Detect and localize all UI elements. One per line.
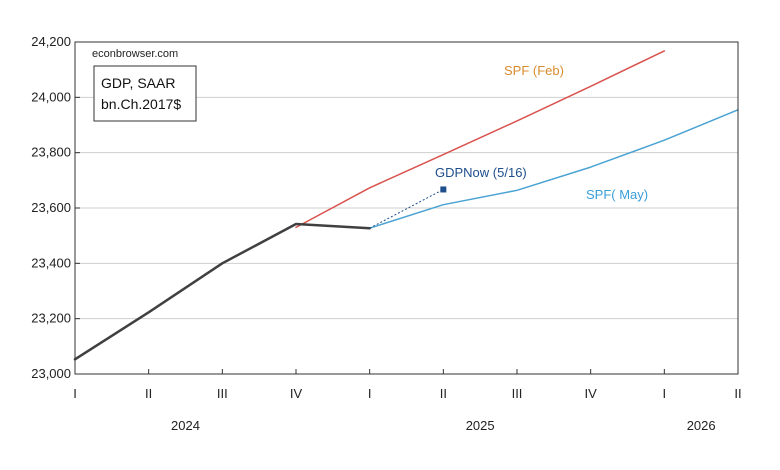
- year-label: 2024: [171, 418, 200, 433]
- watermark: econbrowser.com: [92, 48, 178, 60]
- x-tick-label: IV: [585, 386, 598, 401]
- gdpnow-label: GDPNow (5/16): [435, 165, 527, 180]
- y-tick-label: 23,200: [31, 311, 71, 326]
- y-axis-ticks: 23,000 23,200 23,400 23,600 23,800 24,000 24,2…: [31, 34, 80, 381]
- gdp-actual-line: [73, 222, 371, 361]
- year-label: 2025: [466, 418, 495, 433]
- y-tick-label: 23,400: [31, 255, 71, 270]
- x-axis-year-labels: 2024 2025 2026: [171, 418, 716, 433]
- x-tick-label: III: [512, 386, 523, 401]
- spf-may-line: [368, 109, 739, 229]
- legend-line-1: GDP, SAAR: [101, 75, 175, 91]
- spf-feb-line: [295, 50, 666, 229]
- x-tick-label: II: [145, 386, 152, 401]
- x-tick-label: II: [440, 386, 447, 401]
- gdpnow-connector: [369, 189, 444, 229]
- x-tick-label: I: [73, 386, 77, 401]
- y-tick-label: 24,200: [31, 34, 71, 49]
- y-tick-label: 23,800: [31, 145, 71, 160]
- y-tick-label: 23,000: [31, 366, 71, 381]
- x-axis-ticks: I II III IV I II III IV I II: [73, 369, 742, 401]
- legend-box: GDP, SAAR bn.Ch.2017$: [93, 65, 197, 122]
- x-tick-label: III: [217, 386, 228, 401]
- series-layer: [73, 50, 739, 361]
- gdpnow-marker: [440, 186, 447, 193]
- spf-feb-label: SPF (Feb): [504, 63, 564, 78]
- spf-may-label: SPF( May): [586, 187, 648, 202]
- x-tick-label: II: [734, 386, 741, 401]
- x-tick-label: I: [368, 386, 372, 401]
- y-tick-label: 24,000: [31, 89, 71, 104]
- y-tick-label: 23,600: [31, 200, 71, 215]
- legend-line-2: bn.Ch.2017$: [101, 96, 181, 112]
- x-tick-label: IV: [290, 386, 303, 401]
- gridlines: [75, 96, 738, 320]
- x-tick-label: I: [663, 386, 667, 401]
- year-label: 2026: [687, 418, 716, 433]
